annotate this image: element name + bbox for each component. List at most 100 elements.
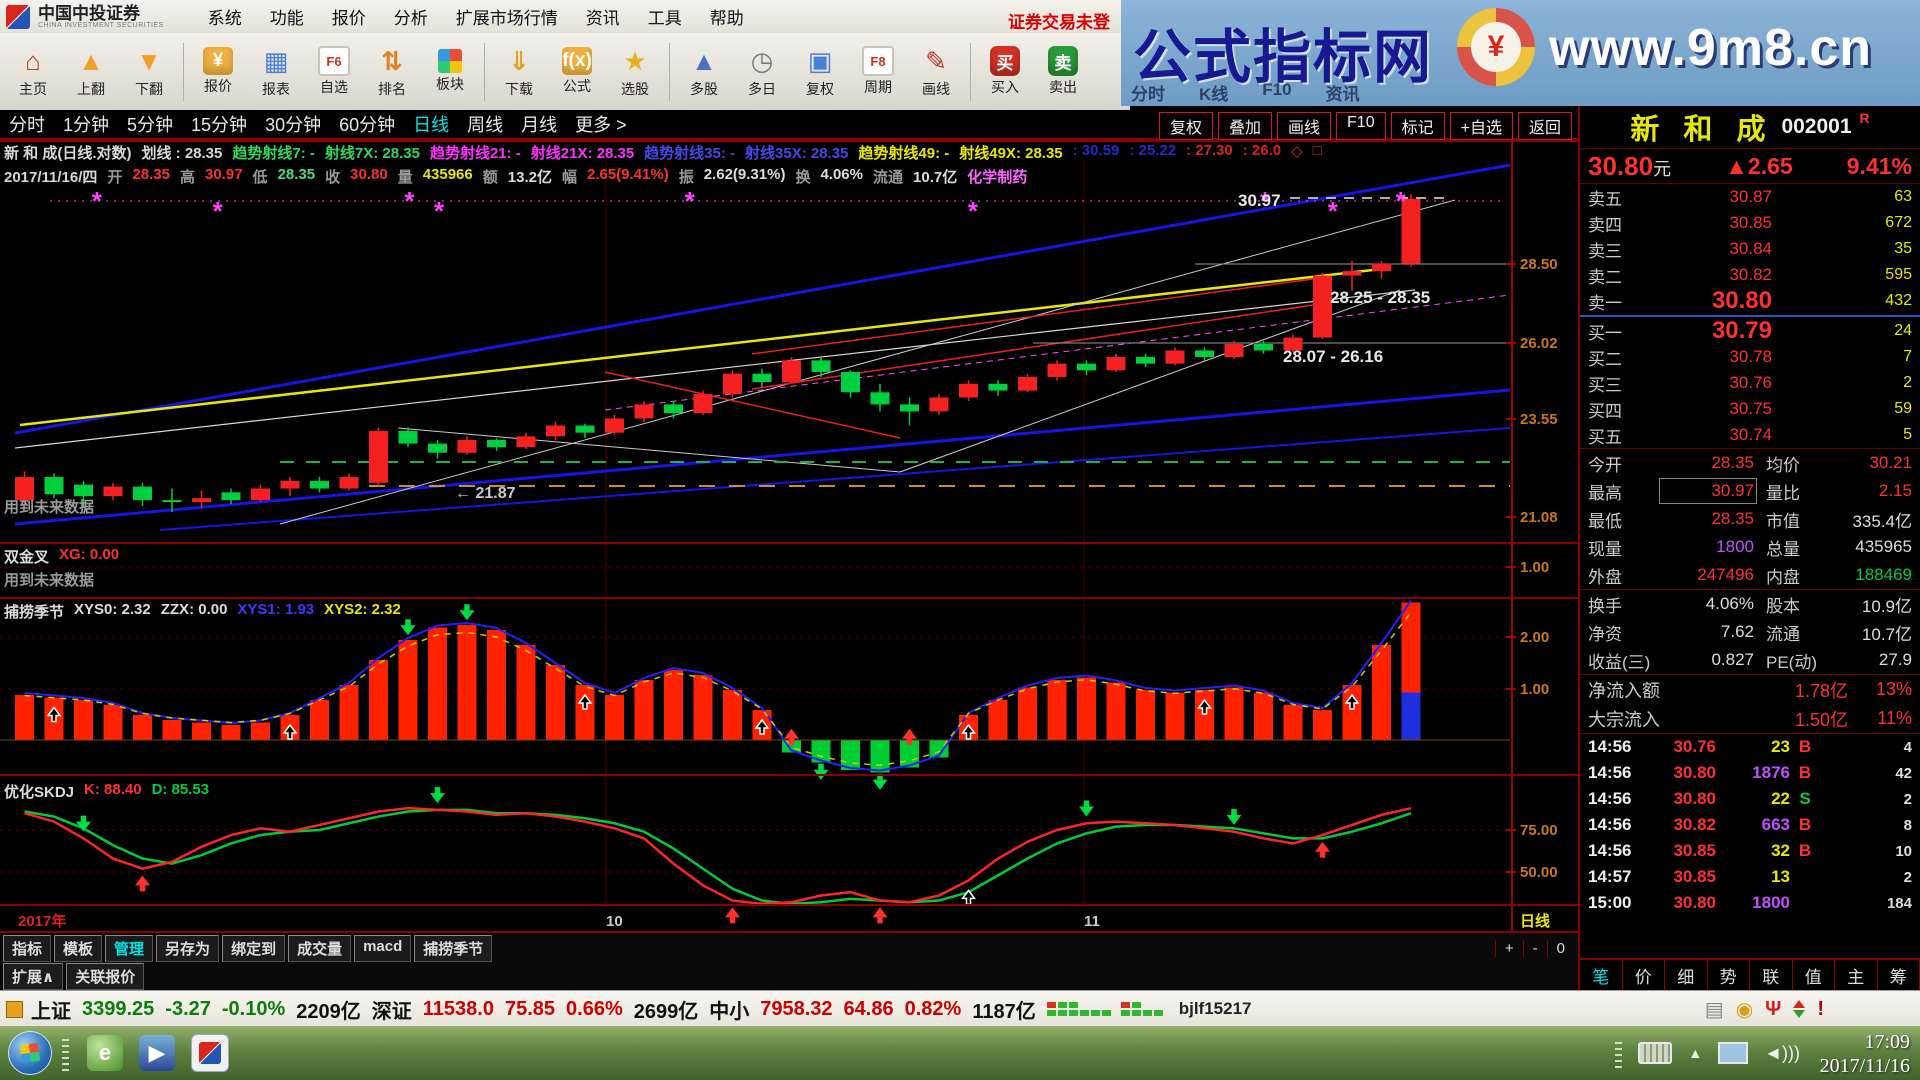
keyboard-icon[interactable] [1638,1042,1673,1064]
toolbar-period-button[interactable]: F8 周期 [849,46,907,97]
orderbook-volume: 432 [1885,292,1912,309]
coin-icon[interactable]: ◉ [1735,998,1754,1021]
menu-工具[interactable]: 工具 [647,9,682,28]
toolbar-sell-button[interactable]: 卖卖出 [1034,46,1092,97]
quote-tab-势[interactable]: 势 [1708,960,1750,990]
chart-button-画线[interactable]: 画线 [1277,112,1332,140]
stat-label: 净资 [1588,624,1622,644]
menu-资讯[interactable]: 资讯 [585,9,620,28]
stat-label: 现量 [1588,539,1622,559]
broker-brand: 中国中投证券 CHINA INVESTMENT SECURITIES [38,5,164,29]
quote-tab-主[interactable]: 主 [1835,960,1878,990]
orderbook-volume: 59 [1894,400,1912,417]
browser-icon[interactable]: e [87,1035,123,1071]
chart-area[interactable]: * * * * * * * * * 30.97 28.25 - 28.35 28.07 - 26.16… [0,140,1578,933]
period-1分钟[interactable]: 1分钟 [63,115,110,135]
toolbar-favorites-button[interactable]: F6 自选 [305,46,363,97]
chart-action-buttons: 复权 叠加 画线 F10 标记 +自选 返回 [1158,112,1572,140]
alert-icon[interactable]: ! [1817,997,1824,1020]
period-60分钟[interactable]: 60分钟 [339,115,396,135]
speaker-icon[interactable]: ◄))) [1764,1042,1800,1063]
period-更多 >[interactable]: 更多 > [575,115,627,135]
panel-list-icon[interactable]: ▤ [1704,998,1724,1021]
tab-管理[interactable]: 管理 [105,934,154,962]
candle [339,477,359,489]
quote-tab-联[interactable]: 联 [1750,960,1793,990]
stat-label: PE(动) [1766,652,1817,672]
chart-button-叠加[interactable]: 叠加 [1218,112,1273,140]
tab-扩展∧[interactable]: 扩展∧ [3,963,64,990]
toolbar-adjust-button[interactable]: ▣ 复权 [791,44,849,99]
toolbar-download-button[interactable]: ⇓ 下载 [490,44,548,99]
chart-button-+自选[interactable]: +自选 [1449,112,1513,140]
tray-expand-icon[interactable]: ▲ [1688,1045,1703,1061]
toolbar-report-button[interactable]: ▦ 报表 [247,44,305,99]
quote-tab-细[interactable]: 细 [1665,960,1708,990]
media-player-icon[interactable]: ▶ [139,1035,175,1071]
chart-button-返回[interactable]: 返回 [1517,112,1572,140]
chart-button-标记[interactable]: 标记 [1390,112,1445,140]
white-fan [279,199,1456,525]
chart-button-F10[interactable]: F10 [1336,112,1386,140]
toolbar-formula-button[interactable]: f(x) 公式 [548,47,606,96]
toolbar-page-down-button[interactable]: ▼ 下翻 [120,44,178,99]
period-分时[interactable]: 分时 [9,115,45,135]
banner-tab-资讯: 资讯 [1325,85,1360,104]
tab-指标[interactable]: 指标 [3,934,52,962]
toolbar-rank-button[interactable]: ⇅ 排名 [363,44,421,99]
network-icon[interactable] [1718,1042,1749,1064]
menu-帮助[interactable]: 帮助 [709,9,744,28]
period-月线[interactable]: 月线 [521,115,558,135]
tab-绑定到[interactable]: 绑定到 [222,934,286,962]
toolbar-home-button[interactable]: ⌂ 主页 [4,44,62,99]
tab-成交量[interactable]: 成交量 [288,934,352,962]
time-sales-list[interactable]: 14:56 30.76 23 B 4 14:56 30.80 1876 B 42 14:56 30.8… [1580,734,1920,916]
taskbar-clock[interactable]: 17:09 2017/11/16 [1820,1030,1910,1078]
tab-macd[interactable]: macd [354,934,412,962]
ad-banner[interactable]: 公式指标网 ¥ www.9m8.cn 分时 K线 F10 资讯 [1121,0,1920,106]
toolbar-stock-pick-button[interactable]: ★ 选股 [606,44,664,99]
quote-tab-笔[interactable]: 笔 [1580,960,1623,990]
menu-系统[interactable]: 系统 [207,9,242,28]
tab-control-+[interactable]: + [1494,939,1523,957]
menu-功能[interactable]: 功能 [269,9,304,28]
toolbar-quote-button[interactable]: ¥ 报价 [189,47,247,96]
menu-报价[interactable]: 报价 [331,9,366,28]
tab-control-0[interactable]: 0 [1546,939,1574,957]
tab-捕捞季节[interactable]: 捕捞季节 [414,934,493,962]
quicklaunch-handle[interactable] [62,1035,69,1071]
chart-button-复权[interactable]: 复权 [1158,112,1213,140]
antenna-icon[interactable]: Ψ [1765,997,1782,1020]
period-30分钟[interactable]: 30分钟 [265,115,322,135]
boat-bar [1047,680,1067,740]
menu-分析[interactable]: 分析 [393,9,428,28]
trading-app-icon[interactable] [191,1034,229,1072]
toolbar-label: 报表 [262,81,290,97]
quote-tab-筹[interactable]: 筹 [1878,960,1920,990]
tab-模板[interactable]: 模板 [54,934,103,962]
period-日线[interactable]: 日线 [413,115,450,135]
toolbar-sector-button[interactable]: 板块 [421,49,479,94]
boat-bar [369,660,388,740]
banner-tab-K线: K线 [1199,85,1229,104]
tab-关联报价[interactable]: 关联报价 [66,963,145,990]
quote-tab-价[interactable]: 价 [1623,960,1665,990]
toolbar-draw-button[interactable]: ✎ 画线 [907,44,965,99]
toolbar-multi-stock-button[interactable]: ▲ 多股 [675,44,733,99]
windows-flag-icon [19,1042,41,1064]
period-周线[interactable]: 周线 [467,115,504,135]
period-15分钟[interactable]: 15分钟 [191,115,248,135]
boat-bar [1342,685,1362,740]
toolbar-multi-day-button[interactable]: ◷ 多日 [733,44,791,99]
toolbar-buy-button[interactable]: 买买入 [976,46,1034,97]
start-button[interactable] [8,1031,52,1075]
tab-control--[interactable]: - [1522,939,1547,957]
menu-扩展市场行情[interactable]: 扩展市场行情 [455,9,558,28]
chart-annotation: ← 21.87 [455,485,516,502]
period-5分钟[interactable]: 5分钟 [127,115,174,135]
toolbar-page-up-button[interactable]: ▲ 上翻 [62,44,120,99]
tab-另存为[interactable]: 另存为 [156,934,220,962]
text-segment: 2017/11/16/四 [4,169,98,186]
quote-tab-值[interactable]: 值 [1793,960,1835,990]
